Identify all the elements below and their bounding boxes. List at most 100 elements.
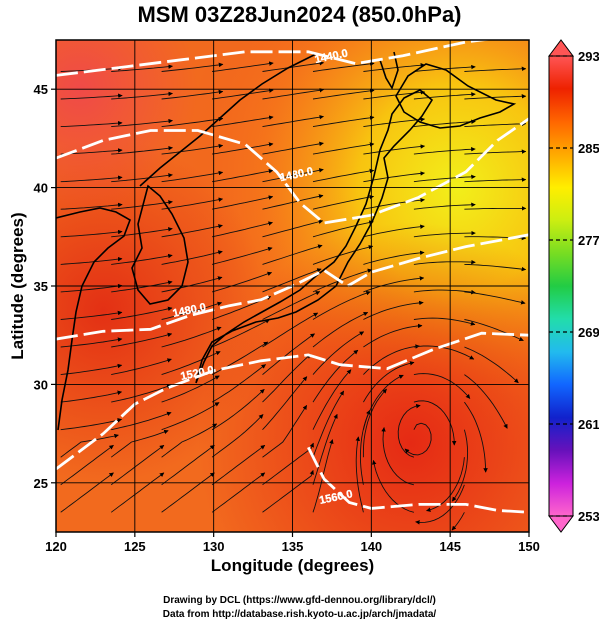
streamline	[312, 390, 345, 458]
streamline	[363, 197, 425, 210]
streamline	[111, 253, 173, 265]
streamline	[111, 384, 172, 403]
y-tick-label: 25	[34, 476, 48, 491]
streamline	[161, 444, 215, 486]
streamline	[161, 472, 215, 513]
streamline	[110, 429, 169, 458]
streamline	[355, 436, 364, 513]
streamline	[212, 88, 274, 100]
streamline	[262, 88, 325, 100]
streamline	[60, 472, 114, 513]
streamline	[413, 289, 476, 295]
streamline	[211, 341, 269, 375]
streamline	[464, 374, 508, 429]
x-tick-label: 150	[518, 539, 540, 554]
russia-coastline	[139, 53, 317, 187]
streamline	[111, 64, 173, 72]
streamline	[362, 388, 387, 458]
streamline	[161, 375, 220, 403]
streamline	[262, 376, 308, 431]
x-axis-ticks: 120 125 130 135 140 145 150	[45, 532, 540, 554]
streamline	[211, 388, 265, 431]
streamline	[363, 361, 415, 403]
streamline	[211, 319, 270, 348]
streamline	[426, 457, 465, 512]
streamline	[60, 363, 123, 376]
streamline	[161, 276, 223, 293]
streamline	[464, 291, 526, 305]
streamline	[464, 66, 527, 72]
streamline	[413, 147, 476, 155]
streamline	[211, 472, 266, 513]
streamline	[60, 283, 123, 293]
streamline	[312, 369, 352, 430]
streamline	[363, 117, 426, 128]
streamline	[211, 414, 264, 458]
streamline	[161, 116, 224, 128]
streamline	[161, 423, 218, 458]
streamline	[262, 405, 308, 458]
streamline	[161, 62, 224, 72]
streamline	[451, 429, 469, 502]
streamline	[413, 92, 476, 100]
streamline	[415, 484, 465, 525]
x-tick-label: 120	[45, 539, 67, 554]
streamline	[413, 202, 476, 210]
streamline	[312, 88, 375, 100]
streamline	[111, 411, 172, 431]
streamline	[413, 400, 457, 446]
streamline	[60, 310, 123, 320]
streamline	[161, 326, 222, 348]
streamline	[111, 145, 173, 155]
credit-data: Data from http://database.rish.kyoto-u.a…	[162, 609, 437, 620]
streamline	[312, 291, 371, 320]
streamline	[312, 331, 365, 375]
sakhalin-coastline	[379, 51, 399, 90]
streamline	[111, 306, 173, 320]
streamline	[212, 168, 274, 183]
streamline	[312, 142, 375, 155]
wind-streamlines	[60, 60, 527, 531]
streamline	[362, 374, 404, 430]
streamline	[60, 202, 123, 210]
streamline	[464, 401, 488, 473]
streamline	[312, 413, 338, 485]
streamline	[363, 224, 425, 238]
contour-1520	[56, 331, 529, 471]
streamline	[111, 200, 173, 210]
streamline	[464, 94, 527, 100]
y-tick-label: 35	[34, 279, 48, 294]
streamline	[464, 149, 527, 155]
credit-drawing: Drawing by DCL (https://www.gfd-dennou.o…	[163, 595, 436, 606]
streamline	[60, 175, 123, 183]
streamline	[110, 444, 165, 486]
colorbar-scale	[548, 55, 574, 517]
streamline	[111, 118, 173, 128]
colorbar-tick-label: 277	[578, 233, 599, 248]
streamline	[451, 512, 465, 531]
streamline	[363, 276, 425, 293]
contour-1480	[56, 117, 529, 225]
grid-lines	[56, 40, 529, 532]
streamline	[372, 459, 415, 513]
streamline	[262, 353, 311, 403]
streamline	[262, 291, 321, 320]
streamline	[262, 268, 322, 293]
colorbar: 253 261 269 277 285 293	[548, 39, 599, 533]
streamline	[363, 63, 426, 72]
streamline	[212, 61, 274, 72]
chart-title: MSM 03Z28Jun2024 (850.0hPa)	[137, 2, 462, 27]
streamline	[312, 349, 359, 403]
streamline	[262, 333, 315, 375]
contour-1440	[56, 40, 493, 77]
korea-coastline	[131, 184, 189, 305]
streamline	[464, 319, 524, 342]
streamline	[262, 114, 324, 128]
streamline	[60, 256, 123, 265]
streamline	[404, 422, 432, 456]
streamline	[312, 311, 369, 348]
colorbar-ticks: 253 261 269 277 285 293	[549, 49, 599, 524]
streamline	[464, 346, 519, 384]
streamline	[60, 418, 123, 431]
streamline	[363, 300, 424, 320]
